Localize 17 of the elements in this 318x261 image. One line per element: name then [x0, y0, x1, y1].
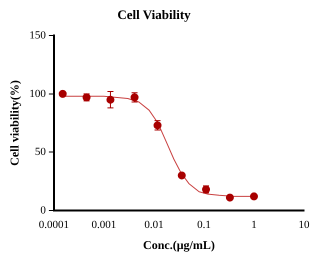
- point: [250, 192, 258, 200]
- point: [226, 194, 234, 202]
- x-tick-label: 1: [251, 218, 257, 231]
- x-tick-label: 0.001: [92, 218, 116, 231]
- x-tick-label: 0.0001: [38, 218, 70, 231]
- point: [58, 90, 67, 98]
- x-axis-title: Conc.(μg/mL): [143, 238, 215, 252]
- x-tick-label: 0.01: [144, 218, 164, 231]
- x-tick-label: 10: [298, 218, 310, 231]
- y-tick-label: 0: [40, 204, 46, 216]
- y-tick-label: 150: [29, 29, 46, 42]
- y-axis-title: Cell viability(%): [7, 80, 22, 166]
- x-tick-label: 0.1: [197, 218, 211, 231]
- point: [178, 171, 186, 180]
- chart-title: Cell Viability: [117, 7, 192, 22]
- y-tick-label: 50: [34, 146, 46, 158]
- y-tick-label: 100: [29, 88, 46, 100]
